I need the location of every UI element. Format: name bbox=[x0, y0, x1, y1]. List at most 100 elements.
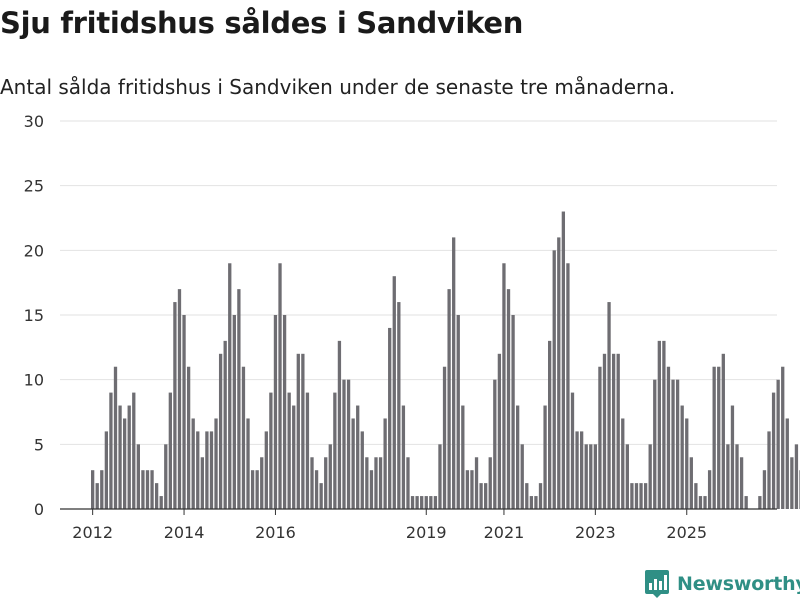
bar bbox=[566, 263, 570, 509]
bar bbox=[680, 405, 684, 509]
bar bbox=[557, 237, 561, 509]
bar bbox=[218, 353, 223, 509]
bar bbox=[109, 392, 113, 509]
bar bbox=[292, 405, 296, 509]
bar bbox=[525, 483, 529, 509]
bar bbox=[191, 418, 195, 509]
bar bbox=[538, 483, 543, 509]
bar bbox=[241, 366, 246, 509]
bar bbox=[365, 457, 369, 509]
bar bbox=[671, 379, 675, 509]
bar bbox=[543, 405, 547, 509]
bar bbox=[200, 457, 204, 509]
bar bbox=[333, 392, 337, 509]
bar bbox=[145, 470, 150, 509]
bar bbox=[630, 483, 634, 509]
bar bbox=[625, 444, 629, 509]
bar bbox=[589, 444, 593, 509]
bar bbox=[744, 496, 748, 509]
bar bbox=[209, 431, 214, 509]
bar bbox=[767, 431, 771, 509]
y-tick-label: 25 bbox=[24, 177, 44, 196]
bar bbox=[164, 444, 168, 509]
bar bbox=[113, 366, 118, 509]
bar bbox=[511, 315, 515, 509]
bar bbox=[516, 405, 520, 509]
bar bbox=[314, 470, 319, 509]
x-tick-label: 2025 bbox=[666, 523, 707, 542]
bar bbox=[484, 483, 488, 509]
bar bbox=[237, 289, 241, 509]
bar bbox=[657, 340, 661, 509]
chart-subtitle: Antal sålda fritidshus i Sandviken under… bbox=[0, 75, 676, 99]
chart-title: Sju fritidshus såldes i Sandviken bbox=[0, 6, 524, 40]
bar bbox=[429, 496, 433, 509]
bar bbox=[675, 379, 680, 509]
bars bbox=[91, 211, 800, 509]
bar bbox=[607, 302, 611, 509]
bar bbox=[739, 457, 744, 509]
x-axis: 2012 2014 2016 2019 2021 2023 2025 bbox=[60, 508, 777, 542]
bar bbox=[232, 315, 236, 509]
bar bbox=[374, 457, 378, 509]
y-tick-label: 5 bbox=[34, 435, 44, 454]
bar bbox=[264, 431, 268, 509]
bar bbox=[474, 457, 479, 509]
bar bbox=[689, 457, 693, 509]
bar bbox=[223, 340, 227, 509]
bar bbox=[91, 470, 95, 509]
bar bbox=[378, 457, 383, 509]
bar bbox=[424, 496, 428, 509]
bar bbox=[707, 470, 712, 509]
bar bbox=[118, 405, 122, 509]
bar bbox=[141, 470, 145, 509]
y-axis-labels: 0 5 10 15 20 25 30 bbox=[24, 112, 44, 519]
bar bbox=[255, 470, 259, 509]
bar bbox=[698, 496, 703, 509]
bar bbox=[598, 366, 602, 509]
bar bbox=[420, 496, 424, 509]
bar bbox=[406, 457, 410, 509]
bar bbox=[301, 353, 305, 509]
bar bbox=[383, 418, 387, 509]
bar bbox=[717, 366, 721, 509]
bar bbox=[762, 470, 767, 509]
bar bbox=[452, 237, 456, 509]
y-tick-label: 10 bbox=[24, 371, 44, 390]
bar bbox=[154, 483, 159, 509]
x-tick-label: 2014 bbox=[164, 523, 205, 542]
x-tick-label: 2016 bbox=[255, 523, 296, 542]
bar bbox=[712, 366, 716, 509]
bar bbox=[653, 379, 657, 509]
y-tick-label: 0 bbox=[34, 500, 44, 519]
bar bbox=[781, 366, 785, 509]
bar bbox=[493, 379, 497, 509]
bar bbox=[287, 392, 291, 509]
bar bbox=[639, 483, 643, 509]
bar bbox=[250, 470, 255, 509]
bar bbox=[360, 431, 364, 509]
bar bbox=[205, 431, 209, 509]
bar bbox=[643, 483, 648, 509]
bar bbox=[561, 211, 566, 509]
bar bbox=[392, 276, 396, 509]
bar bbox=[369, 470, 374, 509]
bar bbox=[356, 405, 360, 509]
bar bbox=[479, 483, 483, 509]
bar bbox=[310, 457, 314, 509]
bar bbox=[410, 496, 415, 509]
bar bbox=[269, 392, 273, 509]
bar bbox=[758, 496, 762, 509]
bar bbox=[520, 444, 524, 509]
bar bbox=[694, 483, 698, 509]
bar bbox=[324, 457, 328, 509]
bar bbox=[666, 366, 671, 509]
bar bbox=[611, 353, 616, 509]
bar bbox=[488, 457, 492, 509]
bar bbox=[506, 289, 511, 509]
bar bbox=[465, 470, 470, 509]
bar bbox=[785, 418, 789, 509]
bar bbox=[182, 315, 186, 509]
x-tick-label: 2012 bbox=[72, 523, 113, 542]
